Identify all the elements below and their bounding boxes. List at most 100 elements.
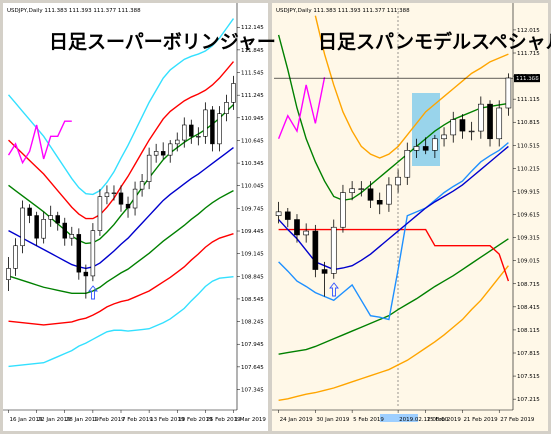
y-tick-label: 108.415 xyxy=(517,305,540,311)
candle-body xyxy=(217,113,222,145)
candle-body xyxy=(146,154,152,182)
y-tick-label: 110.515 xyxy=(517,143,540,149)
candle-body xyxy=(139,181,145,190)
y-tick-label: 108.545 xyxy=(241,297,264,303)
x-tick-label: 24 Jan 2019 xyxy=(280,417,313,423)
crosshair-label-bg xyxy=(380,414,418,422)
y-tick-label: 107.815 xyxy=(517,351,540,357)
indicator-line xyxy=(278,142,509,321)
candle-body xyxy=(118,192,124,205)
candle-body xyxy=(432,138,438,151)
candle-body xyxy=(367,188,374,201)
x-tick-label: 27 Feb 2019 xyxy=(500,417,535,423)
candle-body xyxy=(404,150,411,178)
chart-title: 日足スパンモデルスペシャル xyxy=(318,30,551,53)
signal-arrow xyxy=(329,282,339,297)
candle-body xyxy=(312,230,319,270)
candle-body xyxy=(349,188,355,193)
candle-body xyxy=(20,207,25,247)
candle-body xyxy=(275,211,282,216)
candle-body xyxy=(450,119,457,136)
y-tick-label: 112.015 xyxy=(517,28,540,34)
candle-body xyxy=(125,203,131,209)
candle-body xyxy=(358,188,365,190)
indicator-line xyxy=(277,34,509,202)
x-tick-label: 1 Feb 2019 xyxy=(94,417,125,423)
candle-body xyxy=(167,143,173,156)
candle-body xyxy=(441,134,447,140)
indicator-line xyxy=(8,190,234,294)
candle-body xyxy=(459,119,466,132)
x-tick-label: 16 Jan 2019 xyxy=(10,417,43,423)
candle-body xyxy=(284,211,291,220)
candle-body xyxy=(153,151,159,156)
x-tick-label: 13 Feb 2019 xyxy=(150,417,185,423)
x-tick-label: 1 Mar 2019 xyxy=(234,417,266,423)
candle-body xyxy=(69,234,75,239)
candle-body xyxy=(210,109,215,145)
price-label: 111.388 xyxy=(516,76,539,82)
candle-body xyxy=(175,139,180,145)
y-tick-label: 109.145 xyxy=(241,252,264,258)
chart-header: USDJPY,Daily 111.383 111.393 111.377 111… xyxy=(276,8,410,14)
candle-body xyxy=(182,124,187,141)
candle-body xyxy=(189,124,194,137)
y-tick-label: 108.115 xyxy=(517,328,540,334)
candle-body xyxy=(196,136,201,138)
x-tick-label: 15 Feb 2019 xyxy=(427,417,462,423)
candle-body xyxy=(34,215,39,239)
candle-body xyxy=(294,219,300,236)
candle-body xyxy=(97,196,103,231)
y-tick-label: 107.945 xyxy=(241,342,264,348)
candle-body xyxy=(477,103,484,132)
candle-body xyxy=(231,83,236,103)
candle-body xyxy=(224,102,229,114)
y-tick-label: 110.215 xyxy=(517,166,540,172)
candle-body xyxy=(55,215,60,224)
candle-body xyxy=(413,146,420,151)
candle-body xyxy=(13,245,18,269)
x-tick-label: 28 Jan 2019 xyxy=(66,417,99,423)
x-tick-label: 7 Feb 2019 xyxy=(122,417,153,423)
x-tick-label: 30 Jan 2019 xyxy=(316,417,349,423)
plot-area xyxy=(274,8,513,408)
x-tick-label: 22 Jan 2019 xyxy=(38,417,71,423)
indicator-line xyxy=(278,265,509,402)
y-tick-label: 109.445 xyxy=(241,229,264,235)
y-tick-label: 110.645 xyxy=(241,138,264,144)
y-tick-label: 111.545 xyxy=(241,71,264,77)
y-tick-label: 111.845 xyxy=(241,48,264,54)
candle-body xyxy=(83,271,89,277)
candle-body xyxy=(395,176,401,186)
y-tick-label: 110.945 xyxy=(241,116,264,122)
x-tick-label: 5 Feb 2019 xyxy=(353,417,384,423)
candle-body xyxy=(468,130,475,133)
y-tick-label: 111.715 xyxy=(517,51,540,57)
candle-body xyxy=(132,188,138,209)
signal-arrow xyxy=(88,285,98,300)
y-tick-label: 110.345 xyxy=(241,161,264,167)
y-tick-label: 111.415 xyxy=(517,74,540,80)
y-tick-label: 108.245 xyxy=(241,320,264,326)
candle-body xyxy=(62,222,67,239)
panel-background xyxy=(3,3,268,431)
indicator-line xyxy=(8,232,234,326)
chart-header: USDJPY,Daily 111.383 111.393 111.377 111… xyxy=(7,8,141,14)
candle-body xyxy=(90,230,96,277)
y-tick-label: 108.845 xyxy=(241,274,264,280)
candle-body xyxy=(386,184,392,205)
candle-body xyxy=(203,109,208,137)
x-tick-label: 2019.02.12 00:00 xyxy=(399,417,449,423)
candle-body xyxy=(422,146,429,151)
price-label-bg xyxy=(514,74,540,83)
indicator-line xyxy=(8,275,234,368)
candle-body xyxy=(27,207,32,216)
y-tick-label: 107.645 xyxy=(241,365,264,371)
y-tick-label: 109.315 xyxy=(517,236,540,242)
plot-area xyxy=(6,18,236,368)
y-tick-label: 110.815 xyxy=(517,120,540,126)
y-tick-label: 109.745 xyxy=(241,206,264,212)
y-tick-label: 107.515 xyxy=(517,374,540,380)
